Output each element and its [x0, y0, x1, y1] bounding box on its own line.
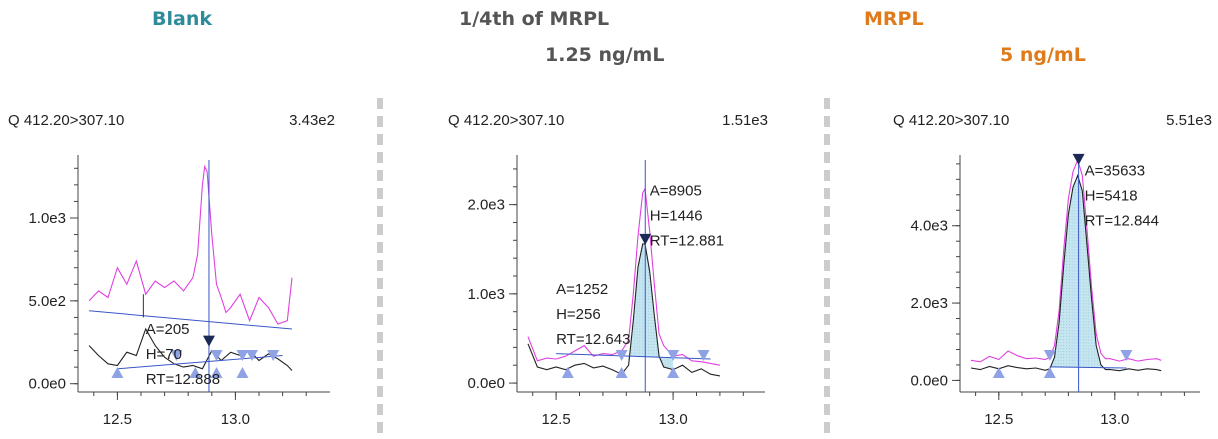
- x-tick-label: 12.5: [103, 411, 132, 428]
- peak-end-marker: [667, 350, 680, 361]
- peak-start-marker: [615, 367, 628, 378]
- peak-area-label: A=205: [146, 321, 190, 338]
- integration-baseline: [117, 355, 283, 370]
- reference-trace: [527, 186, 721, 366]
- minor-peak-area-label: A=1252: [556, 281, 608, 298]
- peak-end-marker: [697, 350, 710, 361]
- peak-start-marker: [992, 367, 1005, 378]
- peak-end-marker: [210, 350, 223, 361]
- apex-marker: [639, 233, 652, 245]
- peak-end-marker: [236, 350, 249, 361]
- integration-baseline: [89, 310, 293, 330]
- y-tick-label: 0.0e0: [467, 375, 505, 392]
- peak-area-label: A=35633: [1085, 162, 1145, 179]
- peak-retention-time-label: RT=12.844: [1085, 212, 1159, 229]
- chromatogram-panel-2: Q 412.20>307.10 1.51e3 12.5 13.0 0.0e0 1.0e3 2…: [448, 112, 768, 428]
- peak-end-marker: [267, 350, 280, 361]
- peak-height-label: H=5418: [1085, 187, 1138, 204]
- x-tick-label: 12.5: [984, 411, 1013, 428]
- integration-baseline: [1049, 366, 1127, 369]
- y-tick-label: 4.0e3: [910, 218, 948, 235]
- y-tick-label: 1.0e3: [467, 286, 505, 303]
- reference-trace: [88, 164, 293, 325]
- apex-marker: [202, 335, 215, 347]
- peak-end-marker: [245, 350, 258, 361]
- trace-title: Q 412.20>307.10: [8, 112, 124, 129]
- peak-retention-time-label: RT=12.888: [146, 371, 220, 388]
- max-intensity-label: 5.51e3: [1166, 112, 1212, 129]
- peak-height-label: H=1446: [650, 208, 703, 225]
- header-mrpl: MRPL: [864, 8, 924, 30]
- y-tick-label: 5.0e2: [28, 293, 66, 310]
- peak-start-marker: [1043, 367, 1056, 378]
- integration-baseline: [556, 353, 711, 360]
- peak-end-marker: [1043, 350, 1056, 361]
- peak-area-label: A=8905: [650, 183, 702, 200]
- peak-end-marker: [170, 350, 183, 361]
- reference-trace: [970, 158, 1162, 363]
- peak-height-label: H=70: [146, 346, 182, 363]
- x-tick-label: 13.0: [221, 411, 250, 428]
- peak-retention-time-label: RT=12.881: [650, 233, 724, 250]
- peak-start-marker: [236, 367, 249, 378]
- peak-start-marker: [189, 367, 202, 378]
- header-blank: Blank: [152, 8, 212, 30]
- sample-trace: [88, 327, 293, 371]
- y-tick-label: 0.0e0: [910, 372, 948, 389]
- peak-start-marker: [667, 367, 680, 378]
- peak-end-marker: [1120, 350, 1133, 361]
- minor-peak-retention-time-label: RT=12.643: [556, 331, 630, 348]
- trace-title: Q 412.20>307.10: [448, 112, 564, 129]
- header-quarter-mrpl: 1/4th of MRPL: [459, 8, 610, 30]
- max-intensity-label: 3.43e2: [289, 112, 335, 129]
- header-mrpl-concentration: 5 ng/mL: [1000, 44, 1086, 66]
- apex-marker: [1072, 153, 1085, 165]
- header-quarter-mrpl-concentration: 1.25 ng/mL: [545, 44, 665, 66]
- y-tick-label: 1.0e3: [28, 210, 66, 227]
- peak-start-marker: [210, 367, 223, 378]
- x-tick-label: 12.5: [541, 411, 570, 428]
- peak-start-marker: [111, 367, 124, 378]
- sample-trace: [970, 173, 1162, 372]
- chromatogram-panel-1: Q 412.20>307.10 3.43e2 12.5 13.0 0.0e0 5.0e2 1…: [8, 112, 335, 428]
- y-tick-label: 0.0e0: [28, 376, 66, 393]
- y-tick-label: 2.0e3: [910, 295, 948, 312]
- y-tick-label: 2.0e3: [467, 197, 505, 214]
- x-tick-label: 13.0: [1100, 411, 1129, 428]
- peak-end-marker: [615, 350, 628, 361]
- peak-start-marker: [561, 367, 574, 378]
- minor-peak-height-label: H=256: [556, 306, 601, 323]
- x-tick-label: 13.0: [658, 411, 687, 428]
- trace-title: Q 412.20>307.10: [893, 112, 1009, 129]
- max-intensity-label: 1.51e3: [722, 112, 768, 129]
- chromatogram-panel-3: Q 412.20>307.10 5.51e3 12.5 13.0 0.0e0 2.0e3 4…: [893, 112, 1212, 428]
- integrated-peak-area: [1049, 175, 1111, 370]
